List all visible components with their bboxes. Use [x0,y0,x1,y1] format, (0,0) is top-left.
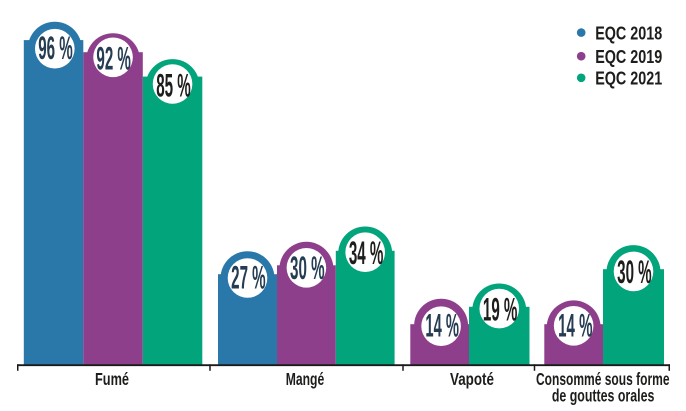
svg-text:14 %: 14 % [558,308,592,344]
svg-text:EQC 2021: EQC 2021 [595,67,662,88]
svg-text:EQC 2019: EQC 2019 [595,46,662,67]
svg-text:Mangé: Mangé [286,369,325,389]
svg-text:30 %: 30 % [617,254,652,290]
svg-text:Consommé sous forme: Consommé sous forme [536,369,670,389]
svg-text:27 %: 27 % [231,259,266,295]
svg-text:85 %: 85 % [156,67,191,103]
svg-text:14 %: 14 % [425,308,459,344]
svg-text:30 %: 30 % [290,250,325,286]
svg-text:EQC 2018: EQC 2018 [595,23,662,44]
svg-text:Vapoté: Vapoté [450,369,494,389]
svg-text:19 %: 19 % [483,291,518,327]
svg-text:Fumé: Fumé [95,369,129,389]
svg-text:92 %: 92 % [96,41,131,77]
svg-text:de gouttes orales: de gouttes orales [552,385,655,405]
svg-text:96 %: 96 % [38,30,73,66]
svg-text:34 %: 34 % [349,235,384,271]
